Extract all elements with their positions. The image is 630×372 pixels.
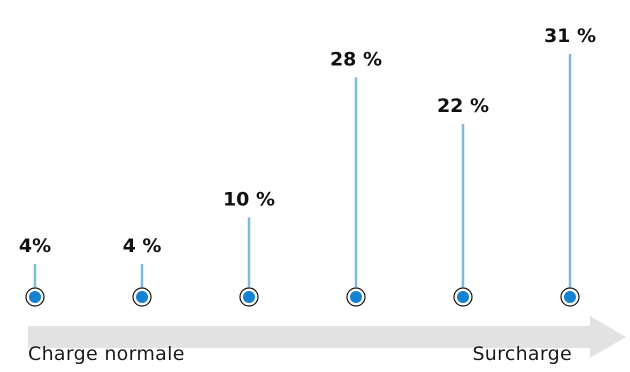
value-label-3: 10 % [223,188,275,210]
value-label-4: 28 % [330,48,382,70]
axis-arrow [28,316,626,358]
value-label-2: 4 % [123,235,162,257]
axis-end-label: Surcharge [472,343,572,365]
value-label-1: 4% [19,235,51,257]
axis-start-label: Charge normale [28,343,185,365]
marker-dot-2 [136,291,148,303]
value-label-5: 22 % [437,95,489,117]
marker-dot-3 [243,291,255,303]
marker-dot-4 [350,291,362,303]
marker-dot-5 [457,291,469,303]
value-label-6: 31 % [544,25,596,47]
marker-dot-6 [564,291,576,303]
marker-dot-1 [29,291,41,303]
